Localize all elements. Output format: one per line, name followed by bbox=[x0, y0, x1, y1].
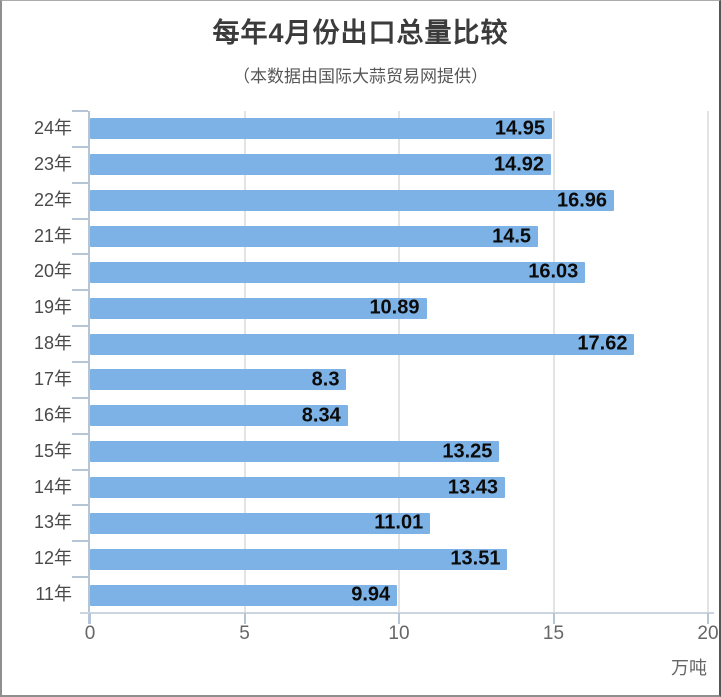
y-axis-tick bbox=[72, 325, 88, 328]
x-axis-tick bbox=[398, 613, 400, 624]
y-axis-label: 17年 bbox=[33, 369, 72, 389]
y-axis-label: 12年 bbox=[33, 548, 72, 569]
y-axis-label: 24年 bbox=[33, 118, 72, 138]
y-axis-label: 21年 bbox=[33, 225, 72, 246]
y-axis-label: 11年 bbox=[35, 584, 72, 605]
bar-value-label: 17.62 bbox=[577, 332, 628, 355]
y-axis-label: 22年 bbox=[33, 189, 72, 210]
x-axis-tick bbox=[243, 613, 246, 624]
chart-subtitle: （本数据由国际大蒜贸易网提供） bbox=[233, 67, 488, 86]
y-axis-tick bbox=[72, 504, 88, 507]
bar: 13.51 bbox=[90, 547, 508, 570]
y-axis-tick bbox=[72, 289, 88, 292]
bar-value-label: 13.25 bbox=[442, 440, 493, 463]
y-axis-label: 20年 bbox=[33, 261, 72, 282]
bar-value-label: 8.34 bbox=[301, 404, 341, 427]
bar-value-label: 11.01 bbox=[374, 511, 424, 534]
gridline bbox=[707, 111, 709, 613]
y-axis-tick bbox=[72, 576, 88, 579]
x-axis-tick bbox=[552, 613, 555, 624]
bar-value-label: 13.51 bbox=[450, 547, 501, 570]
x-axis-tick-label: 5 bbox=[239, 623, 250, 644]
bar: 14.5 bbox=[90, 225, 539, 247]
x-axis-tick-label: 10 bbox=[388, 623, 410, 644]
bar-value-label: 8.3 bbox=[311, 368, 340, 391]
y-axis-tick bbox=[72, 396, 88, 399]
x-axis-tick-label: 0 bbox=[84, 623, 96, 644]
bar: 16.03 bbox=[90, 260, 586, 283]
gridline bbox=[552, 111, 555, 613]
y-axis-tick bbox=[72, 217, 88, 220]
bar: 13.43 bbox=[90, 476, 505, 498]
y-axis-tick bbox=[72, 110, 88, 112]
y-axis-label: 23年 bbox=[33, 153, 72, 174]
bar: 9.94 bbox=[90, 583, 398, 606]
x-axis-line bbox=[80, 612, 714, 614]
bar: 14.95 bbox=[90, 117, 552, 140]
bar: 8.34 bbox=[90, 404, 348, 427]
y-axis-tick bbox=[72, 361, 88, 363]
bar-value-label: 13.43 bbox=[447, 476, 498, 498]
bar: 17.62 bbox=[90, 332, 635, 355]
bar: 11.01 bbox=[90, 511, 431, 534]
bar: 14.92 bbox=[90, 153, 552, 176]
x-axis-unit-label: 万吨 bbox=[671, 658, 707, 678]
bar-value-label: 10.89 bbox=[369, 296, 420, 319]
y-axis-label: 15年 bbox=[33, 440, 72, 461]
bar: 8.3 bbox=[90, 368, 347, 391]
y-axis-label: 14年 bbox=[33, 476, 72, 497]
bar-value-label: 14.5 bbox=[492, 225, 532, 247]
x-axis-tick bbox=[89, 613, 91, 624]
gridline bbox=[398, 111, 400, 613]
y-axis-label: 19年 bbox=[33, 297, 72, 318]
y-axis-label: 16年 bbox=[33, 404, 72, 425]
y-axis-tick bbox=[72, 432, 88, 435]
y-axis-line bbox=[88, 111, 90, 624]
bar: 16.96 bbox=[90, 189, 615, 212]
bar-value-label: 14.92 bbox=[493, 153, 545, 176]
y-axis-tick bbox=[72, 181, 88, 184]
bar-value-label: 16.96 bbox=[557, 189, 608, 212]
x-axis-tick-label: 20 bbox=[697, 623, 719, 644]
bar-value-label: 9.94 bbox=[351, 583, 391, 606]
x-axis-tick bbox=[707, 613, 709, 624]
x-axis-tick-label: 15 bbox=[542, 623, 565, 644]
bar: 13.25 bbox=[90, 440, 500, 463]
bar: 10.89 bbox=[90, 296, 427, 319]
y-axis-tick bbox=[72, 145, 88, 148]
y-axis-label: 18年 bbox=[33, 333, 72, 354]
gridline bbox=[243, 111, 246, 613]
y-axis-tick bbox=[72, 253, 88, 256]
bar-value-label: 14.95 bbox=[494, 117, 545, 140]
bar-value-label: 16.03 bbox=[528, 260, 579, 283]
y-axis-label: 13年 bbox=[33, 512, 72, 533]
chart-title: 每年4月份出口总量比较 bbox=[212, 18, 509, 48]
y-axis-tick bbox=[72, 468, 88, 471]
y-axis-tick bbox=[72, 540, 88, 543]
